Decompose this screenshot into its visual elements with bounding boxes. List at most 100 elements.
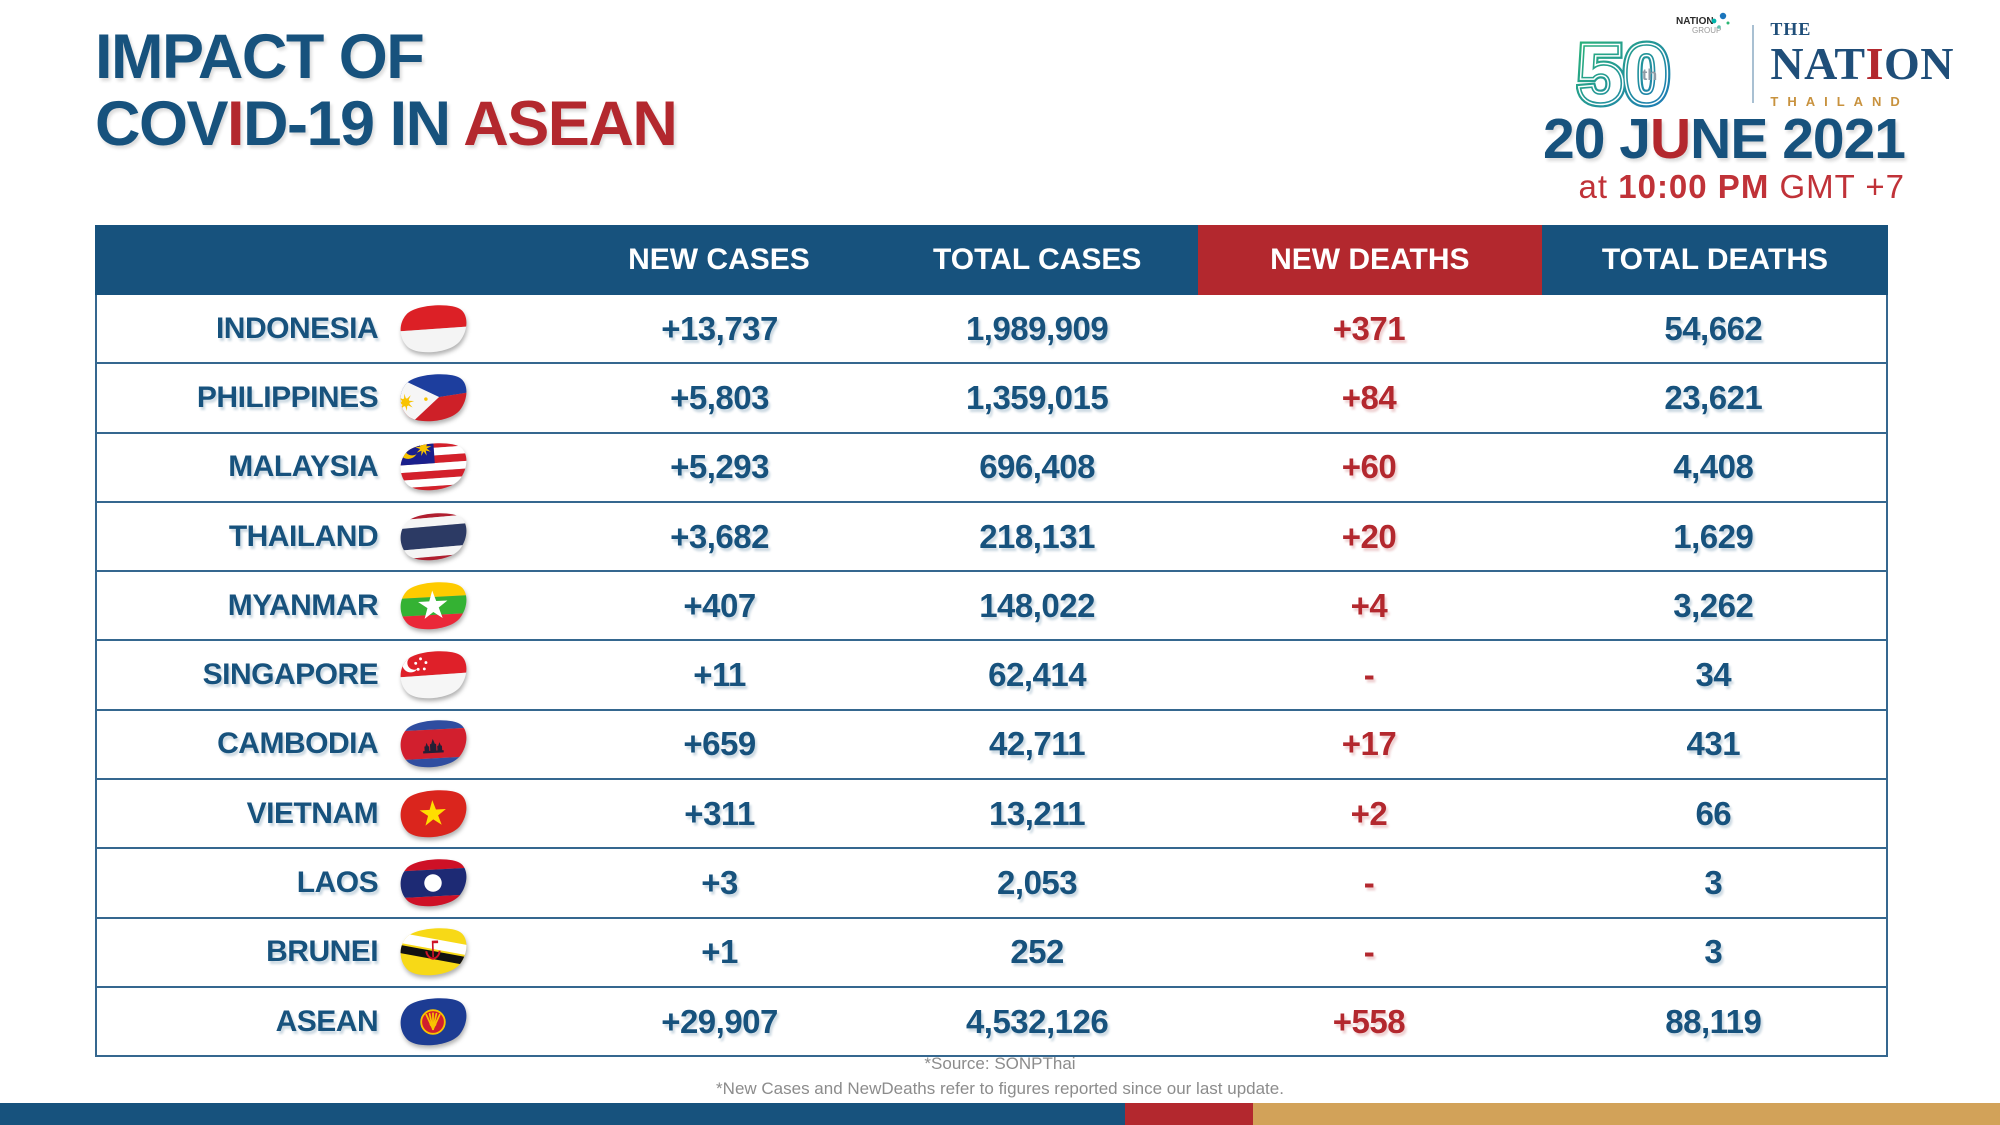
total-cases-cell: 1,989,909 <box>965 309 1109 347</box>
wordmark-the: THE <box>1770 19 1812 40</box>
asean-flag-icon <box>400 997 467 1045</box>
new-deaths-cell: +2 <box>1350 794 1388 832</box>
table-row: BRUNEI +1 252 - 3 <box>97 918 1886 988</box>
country-cell: THAILAND <box>97 503 562 570</box>
total-deaths-cell: 66 <box>1695 794 1732 832</box>
table-row: THAILAND +3,682 218,131 +20 1,629 <box>97 502 1886 573</box>
footer-bar-blue-segment <box>0 1103 1125 1125</box>
svg-text:50: 50 <box>1578 29 1669 116</box>
total-cases-cell: 148,022 <box>979 586 1095 624</box>
thailand-flag-icon <box>400 512 467 560</box>
covid-table: NEW CASES TOTAL CASES NEW DEATHS TOTAL D… <box>95 225 1888 1058</box>
cambodia-flag-icon <box>400 720 467 768</box>
table-row: MALAYSIA +5,293 696,408 +60 4,408 <box>97 433 1886 503</box>
nation-50th-anniversary-icon: 50 50 50 th NATION GROUP <box>1576 12 1730 116</box>
total-cases-cell: 62,414 <box>988 656 1087 694</box>
country-name: LAOS <box>296 866 379 900</box>
country-cell: MALAYSIA <box>97 434 562 501</box>
indonesia-flag-icon <box>400 304 467 352</box>
myanmar-flag-icon <box>400 582 467 630</box>
footnotes: *Source: SONPThai *New Cases and NewDeat… <box>0 1052 2000 1101</box>
vietnam-flag-icon <box>400 789 467 837</box>
country-cell: ASEAN <box>97 988 562 1055</box>
table-row: PHILIPPINES +5,803 1,359,015 +84 23,621 <box>97 364 1886 434</box>
country-name: THAILAND <box>228 519 379 553</box>
total-deaths-cell: 1,629 <box>1673 517 1754 555</box>
covid-table-body: INDONESIA +13,737 1,989,909 +371 54,662 … <box>95 295 1888 1058</box>
new-cases-cell: +11 <box>693 656 746 694</box>
laos-flag-icon <box>400 859 467 907</box>
logo-divider <box>1752 25 1755 103</box>
total-deaths-cell: 3 <box>1704 933 1723 971</box>
new-deaths-cell: +60 <box>1341 448 1397 486</box>
total-deaths-cell: 4,408 <box>1673 448 1754 486</box>
country-name: VIETNAM <box>246 796 379 830</box>
country-cell: INDONESIA <box>97 295 562 362</box>
total-deaths-cell: 3 <box>1704 864 1723 902</box>
country-cell: VIETNAM <box>97 780 562 847</box>
table-header: NEW CASES TOTAL CASES NEW DEATHS TOTAL D… <box>95 225 1888 295</box>
wordmark-thailand: THAILAND <box>1770 93 1909 109</box>
total-cases-cell: 4,532,126 <box>965 1002 1109 1040</box>
wordmark-red-i: I <box>1865 38 1884 90</box>
new-cases-cell: +1 <box>701 933 738 971</box>
column-header-total-deaths: TOTAL DEATHS <box>1601 243 1828 276</box>
country-cell: CAMBODIA <box>97 711 562 778</box>
total-deaths-cell: 23,621 <box>1664 378 1763 416</box>
country-name: MYANMAR <box>227 588 379 622</box>
new-deaths-cell: +4 <box>1350 586 1388 624</box>
philippines-flag-icon <box>400 374 467 422</box>
total-cases-cell: 218,131 <box>979 517 1095 555</box>
title-line1: IMPACT OF <box>95 24 676 91</box>
total-deaths-cell: 88,119 <box>1665 1002 1762 1040</box>
nation-logo: 50 50 50 th NATION GROUP THE NATION THAI… <box>1576 12 1954 116</box>
table-row: LAOS +3 2,053 - 3 <box>97 849 1886 919</box>
column-header-country <box>95 225 561 295</box>
country-cell: BRUNEI <box>97 919 562 986</box>
new-cases-cell: +13,737 <box>661 309 778 347</box>
table-row: ASEAN +29,907 4,532,126 +558 88,119 <box>97 987 1886 1058</box>
total-cases-cell: 13,211 <box>989 794 1086 832</box>
new-deaths-cell: +558 <box>1332 1002 1406 1040</box>
date-red-u: U <box>1650 107 1691 171</box>
nation-group-label-1: NATION <box>1676 16 1714 27</box>
country-name: ASEAN <box>275 1004 379 1038</box>
new-cases-cell: +407 <box>683 586 756 624</box>
page-title: IMPACT OF COVID-19 IN ASEAN <box>95 24 678 159</box>
malaysia-flag-icon <box>400 443 467 491</box>
report-date: 20 JUNE 2021 <box>1543 107 1906 171</box>
total-cases-cell: 696,408 <box>979 448 1095 486</box>
anniversary-th-suffix: th <box>1642 67 1657 84</box>
total-cases-cell: 1,359,015 <box>965 378 1109 416</box>
title-covid-red-i: I <box>227 88 245 159</box>
table-row: INDONESIA +13,737 1,989,909 +371 54,662 <box>97 295 1886 365</box>
country-name: MALAYSIA <box>228 450 379 484</box>
nation-group-label-2: GROUP <box>1692 26 1721 35</box>
table-row: VIETNAM +311 13,211 +2 66 <box>97 780 1886 850</box>
table-row: SINGAPORE +11 62,414 - 34 <box>97 641 1886 711</box>
new-cases-cell: +3 <box>701 864 738 902</box>
new-cases-cell: +3,682 <box>670 517 769 555</box>
new-deaths-cell: +84 <box>1341 378 1397 416</box>
total-deaths-cell: 34 <box>1695 656 1732 694</box>
svg-text:50: 50 <box>1578 29 1669 116</box>
title-covid-suffix: D-19 IN <box>243 88 464 159</box>
report-time: at 10:00 PM GMT +7 <box>1578 168 1905 205</box>
total-cases-cell: 2,053 <box>997 864 1078 902</box>
new-cases-cell: +5,803 <box>670 378 769 416</box>
new-deaths-cell: +20 <box>1341 517 1397 555</box>
wordmark-nation: NATION <box>1770 38 1954 90</box>
table-row: MYANMAR +407 148,022 +4 3,262 <box>97 572 1886 642</box>
title-asean-red: ASEAN <box>463 88 678 159</box>
source-note: *Source: SONPThai <box>924 1054 1076 1073</box>
total-deaths-cell: 54,662 <box>1664 309 1763 347</box>
new-cases-cell: +659 <box>683 725 756 763</box>
new-deaths-cell: - <box>1363 933 1375 971</box>
country-name: BRUNEI <box>266 935 379 969</box>
new-deaths-cell: +371 <box>1332 309 1406 347</box>
country-cell: LAOS <box>97 849 562 916</box>
column-header-total-cases: TOTAL CASES <box>933 243 1142 276</box>
column-header-new-cases: NEW CASES <box>628 243 810 276</box>
new-deaths-cell: - <box>1363 656 1375 694</box>
country-name: INDONESIA <box>215 311 379 345</box>
